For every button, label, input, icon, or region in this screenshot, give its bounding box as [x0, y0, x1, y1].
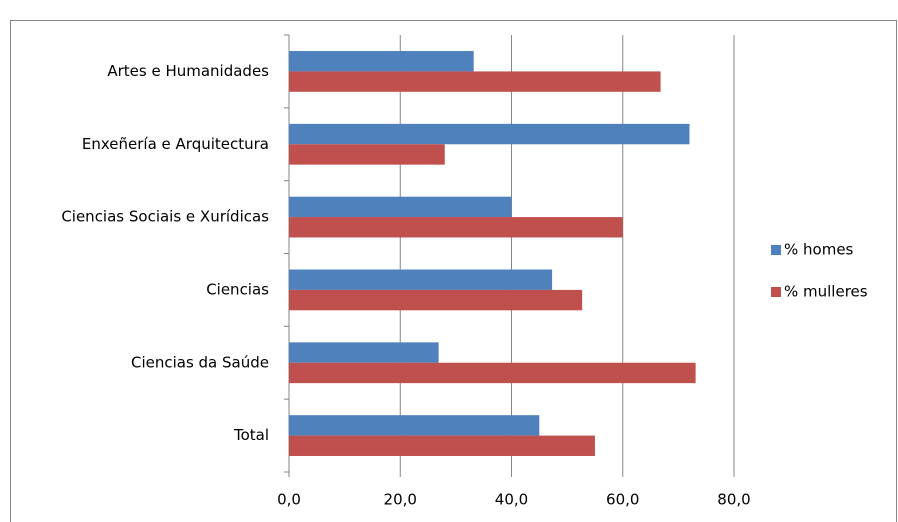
x-tick-label: 40,0 [495, 491, 528, 509]
bar [289, 435, 595, 456]
x-tick-label: 0,0 [277, 491, 301, 509]
legend-swatch [771, 245, 781, 255]
bar [289, 51, 474, 72]
legend-label: % homes [784, 241, 854, 259]
x-tick-label: 80,0 [717, 491, 750, 509]
legend-swatch [771, 287, 781, 297]
y-tick-label: Ciencias Sociais e Xurídicas [61, 208, 269, 226]
y-tick-label: Total [233, 426, 269, 444]
bar [289, 415, 540, 436]
bar [289, 71, 661, 92]
bar [289, 289, 583, 311]
bar [289, 217, 623, 238]
y-tick-label: Ciencias [206, 280, 269, 298]
legend-label: % mulleres [784, 283, 868, 301]
y-tick-label: Ciencias da Saúde [131, 353, 269, 371]
bar [289, 269, 553, 290]
bar [289, 123, 690, 145]
x-tick-label: 60,0 [606, 491, 639, 509]
bar [289, 144, 445, 165]
x-tick-label: 20,0 [384, 491, 417, 509]
y-tick-label: Enxeñería e Arquitectura [82, 135, 269, 153]
bar [289, 196, 512, 218]
bar [289, 362, 696, 384]
y-tick-label: Artes e Humanidades [107, 62, 269, 80]
bar [289, 342, 439, 363]
